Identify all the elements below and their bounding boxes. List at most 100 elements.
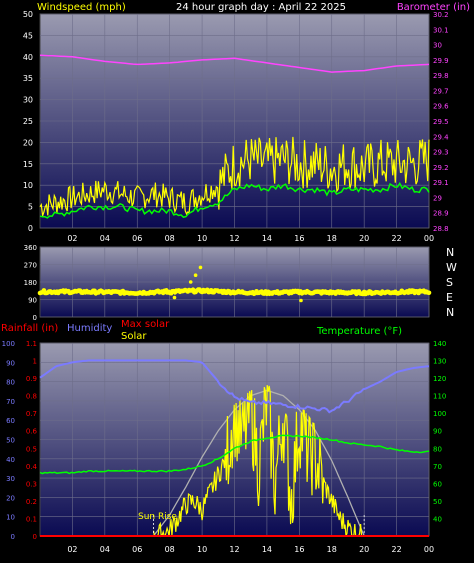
y2-tick-label: 29.2 <box>433 164 449 172</box>
ticks-3: 010203040506070809010000.10.20.30.40.50.… <box>2 340 447 554</box>
y2-tick-label: 29.7 <box>433 87 449 95</box>
rain-tick-label: 1 <box>33 358 37 366</box>
y-tick-label: 30 <box>23 96 33 105</box>
y-tick-label: 90 <box>28 297 37 305</box>
windspeed-line <box>39 136 430 216</box>
ticks-1: 0 5 10 15 20 25 30 35 40 45 50 28.8 28.9 29 29.1 29.2 29… <box>23 10 449 243</box>
y2-tick-label: 29.6 <box>433 103 449 111</box>
temperature-line <box>39 434 430 475</box>
rain-tick-label: 0 <box>33 533 37 541</box>
y-tick-label: 180 <box>24 279 37 287</box>
rainfall-label: Rainfall (in) <box>1 323 58 334</box>
chart-title: 24 hour graph day : April 22 2025 <box>176 2 346 13</box>
y2-tick-label: 29.5 <box>433 118 449 126</box>
x-tick-label: 08 <box>165 545 175 554</box>
x-tick-label: 08 <box>165 234 175 243</box>
rain-tick-label: 1.1 <box>26 340 37 348</box>
y-tick-label: 25 <box>23 117 33 126</box>
temperature-tick-label: 140 <box>433 340 446 348</box>
wind-direction-point <box>198 265 203 270</box>
humidity-label: Humidity <box>67 323 112 334</box>
dir-letter: W <box>446 261 457 274</box>
temperature-tick-label: 130 <box>433 358 446 366</box>
y-tick-label: 40 <box>23 53 33 62</box>
series-3 <box>39 359 430 538</box>
humidity-tick-label: 70 <box>6 398 15 406</box>
y2-tick-label: 29.9 <box>433 57 449 65</box>
series-2 <box>37 265 432 303</box>
y-tick-label: 5 <box>28 203 33 212</box>
x-tick-label: 06 <box>132 545 142 554</box>
wind-barometer-panel: 0 5 10 15 20 25 30 35 40 45 50 28.8 28.9 29 29.1 29.2 29… <box>23 10 449 243</box>
y2-tick-label: 28.9 <box>433 210 449 218</box>
y2-tick-label: 29.3 <box>433 149 449 157</box>
rain-tick-label: 0.5 <box>26 445 37 453</box>
solar-line <box>152 385 364 538</box>
wind-direction-point <box>169 291 174 296</box>
x-tick-label: 04 <box>100 234 110 243</box>
rain-tick-label: 0.1 <box>26 515 37 523</box>
x-tick-label: 02 <box>67 545 77 554</box>
wind-direction-point <box>164 288 169 292</box>
y-tick-label: 0 <box>28 224 33 233</box>
rain-tick-label: 0.3 <box>26 480 37 488</box>
grid-2 <box>40 246 430 318</box>
dir-letter: E <box>446 291 453 304</box>
x-tick-label: 10 <box>197 234 207 243</box>
x-tick-label: 14 <box>262 545 272 554</box>
humidity-tick-label: 60 <box>6 417 15 425</box>
humidity-tick-label: 10 <box>6 514 15 522</box>
x-tick-label: 14 <box>262 234 272 243</box>
wind-direction-point <box>188 280 193 284</box>
grid-1 <box>40 13 430 229</box>
sunrise-label: Sun Rise <box>138 512 177 522</box>
y-tick-label: 20 <box>23 138 33 147</box>
windspeed-label: Windspeed (mph) <box>37 2 126 13</box>
humidity-tick-label: 30 <box>6 475 15 483</box>
y2-tick-label: 30 <box>433 42 442 50</box>
humidity-tick-label: 40 <box>6 456 15 464</box>
x-tick-label: 20 <box>359 234 369 243</box>
wind-direction-panel: 0 90 180 270 360 <box>24 244 432 322</box>
temperature-tick-label: 80 <box>433 445 442 453</box>
y2-tick-label: 29.4 <box>433 133 449 141</box>
x-tick-label: 16 <box>294 234 304 243</box>
temperature-tick-label: 70 <box>433 463 442 471</box>
rain-tick-label: 0.7 <box>26 410 37 418</box>
x-tick-label: 20 <box>359 545 369 554</box>
wind-direction-point <box>426 290 432 296</box>
x-tick-label: 04 <box>100 545 110 554</box>
temperature-tick-label: 100 <box>433 410 446 418</box>
y-tick-label: 45 <box>23 31 33 40</box>
series-1 <box>39 54 430 219</box>
x-tick-label: 12 <box>229 234 239 243</box>
temperature-tick-label: 60 <box>433 480 442 488</box>
y-tick-label: 0 <box>33 314 37 322</box>
x-tick-label: 22 <box>391 234 401 243</box>
x-tick-label: 02 <box>67 234 77 243</box>
y-tick-label: 35 <box>23 74 33 83</box>
ticks-2: 0 90 180 270 360 <box>24 244 37 322</box>
max-solar-line <box>152 389 365 537</box>
rain-tick-label: 0.8 <box>26 393 37 401</box>
y-tick-label: 270 <box>24 262 37 270</box>
barometer-line <box>39 54 430 73</box>
humidity-tick-label: 20 <box>6 494 15 502</box>
x-tick-label: 18 <box>327 234 337 243</box>
x-tick-label: 22 <box>391 545 401 554</box>
direction-letters: N W S E N <box>446 246 457 319</box>
dir-letter: N <box>446 246 454 259</box>
humidity-tick-label: 90 <box>6 359 15 367</box>
temperature-label: Temperature (°F) <box>316 326 402 337</box>
temperature-tick-label: 110 <box>433 393 446 401</box>
wind-average-line <box>39 181 430 219</box>
humidity-line <box>39 359 430 414</box>
rain-tick-label: 0.4 <box>26 463 38 471</box>
y-tick-label: 15 <box>23 160 33 169</box>
x-tick-label: 16 <box>294 545 304 554</box>
humidity-tick-label: 100 <box>2 340 15 348</box>
y-tick-label: 360 <box>24 244 37 252</box>
temperature-tick-label: 90 <box>433 428 442 436</box>
